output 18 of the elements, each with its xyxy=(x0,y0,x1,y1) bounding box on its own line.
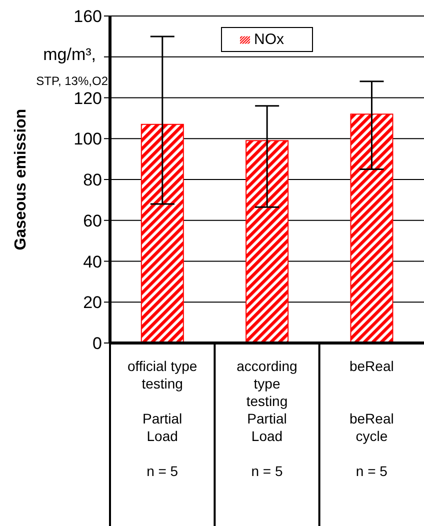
bar xyxy=(140,124,184,343)
y-tick-label: 120 xyxy=(74,88,102,108)
y-tick-label: 20 xyxy=(83,293,102,312)
y-tick-label: 0 xyxy=(92,334,102,354)
bar xyxy=(350,114,394,343)
text: STP, 13%,O2 xyxy=(36,74,108,88)
category-label: official type testing Partial Load n = 5 xyxy=(127,358,198,479)
category-label: beReal beReal cycle n = 5 xyxy=(349,358,394,479)
bar xyxy=(246,140,289,343)
y-axis-title: Gaseous emission xyxy=(12,108,30,250)
y-tick-label: 160 xyxy=(74,7,102,26)
y-tick-label: 100 xyxy=(74,130,102,149)
y-tick-label: 60 xyxy=(83,211,102,230)
legend-label: NOx xyxy=(254,31,284,48)
text: mg/m³, xyxy=(43,45,96,65)
y-tick-label: 80 xyxy=(83,170,102,190)
category-label: according type testing Partial Load n = 5 xyxy=(236,358,298,479)
y-tick-label: 40 xyxy=(83,252,102,272)
